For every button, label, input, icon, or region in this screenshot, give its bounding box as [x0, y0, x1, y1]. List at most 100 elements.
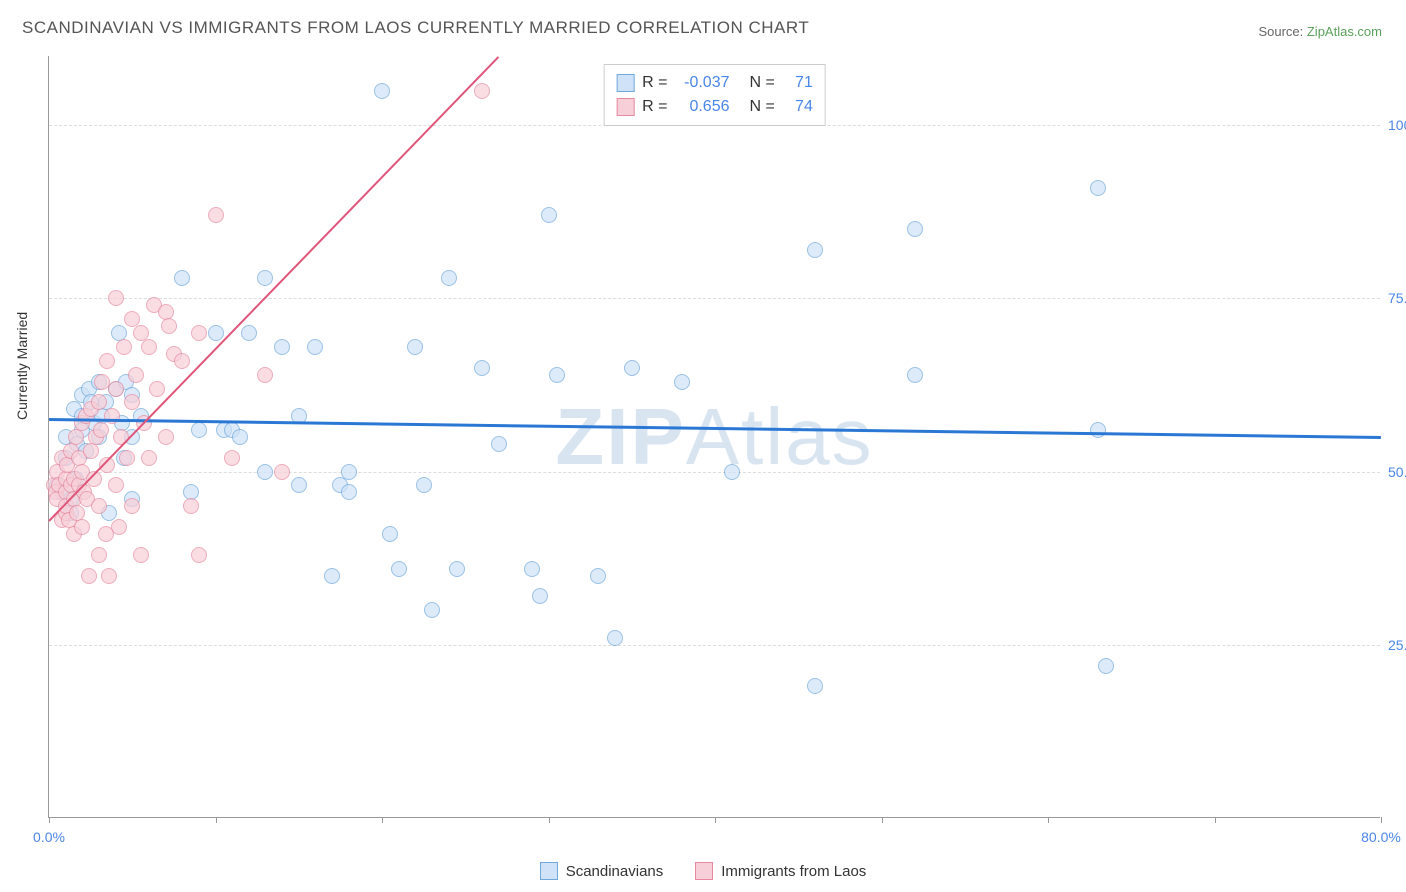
gridline: [49, 298, 1380, 299]
data-point-scandinavians: [1090, 422, 1106, 438]
data-point-scandinavians: [1090, 180, 1106, 196]
y-tick-label: 75.0%: [1388, 290, 1406, 306]
data-point-laos: [224, 450, 240, 466]
data-point-laos: [161, 318, 177, 334]
data-point-laos: [174, 353, 190, 369]
data-point-laos: [111, 519, 127, 535]
n-label: N =: [750, 95, 775, 119]
x-tick: [1215, 817, 1216, 823]
n-label: N =: [750, 71, 775, 95]
data-point-scandinavians: [674, 374, 690, 390]
data-point-scandinavians: [232, 429, 248, 445]
data-point-laos: [149, 381, 165, 397]
data-point-scandinavians: [541, 207, 557, 223]
stats-row-laos: R = 0.656 N = 74: [616, 95, 813, 119]
x-tick: [549, 817, 550, 823]
data-point-scandinavians: [807, 678, 823, 694]
data-point-laos: [108, 381, 124, 397]
data-point-laos: [91, 498, 107, 514]
data-point-laos: [91, 547, 107, 563]
bottom-legend: Scandinavians Immigrants from Laos: [0, 862, 1406, 880]
data-point-laos: [191, 325, 207, 341]
source-prefix: Source:: [1258, 24, 1306, 39]
source-link[interactable]: ZipAtlas.com: [1307, 24, 1382, 39]
x-tick: [382, 817, 383, 823]
data-point-scandinavians: [532, 588, 548, 604]
data-point-scandinavians: [374, 83, 390, 99]
y-tick-label: 50.0%: [1388, 464, 1406, 480]
data-point-scandinavians: [274, 339, 290, 355]
data-point-scandinavians: [474, 360, 490, 376]
data-point-laos: [208, 207, 224, 223]
r-label: R =: [642, 71, 667, 95]
data-point-scandinavians: [174, 270, 190, 286]
x-tick: [715, 817, 716, 823]
gridline: [49, 472, 1380, 473]
data-point-scandinavians: [241, 325, 257, 341]
data-point-laos: [257, 367, 273, 383]
data-point-scandinavians: [590, 568, 606, 584]
data-point-scandinavians: [307, 339, 323, 355]
x-tick: [216, 817, 217, 823]
data-point-scandinavians: [341, 484, 357, 500]
r-value-scandinavians: -0.037: [676, 71, 730, 95]
data-point-scandinavians: [291, 477, 307, 493]
plot-area: ZIPAtlas R = -0.037 N = 71 R = 0.656 N =…: [48, 56, 1380, 818]
data-point-laos: [104, 408, 120, 424]
data-point-scandinavians: [724, 464, 740, 480]
data-point-scandinavians: [441, 270, 457, 286]
data-point-laos: [119, 450, 135, 466]
data-point-laos: [93, 422, 109, 438]
swatch-laos: [695, 862, 713, 880]
source-attribution: Source: ZipAtlas.com: [1258, 24, 1382, 39]
data-point-scandinavians: [624, 360, 640, 376]
legend-item-laos: Immigrants from Laos: [695, 862, 866, 880]
data-point-laos: [274, 464, 290, 480]
data-point-laos: [99, 353, 115, 369]
data-point-laos: [116, 339, 132, 355]
data-point-laos: [124, 498, 140, 514]
x-tick-label: 80.0%: [1361, 829, 1401, 845]
data-point-scandinavians: [191, 422, 207, 438]
data-point-scandinavians: [907, 367, 923, 383]
data-point-scandinavians: [807, 242, 823, 258]
legend-label-scandinavians: Scandinavians: [566, 863, 664, 880]
data-point-laos: [133, 547, 149, 563]
stats-legend: R = -0.037 N = 71 R = 0.656 N = 74: [603, 64, 826, 126]
data-point-laos: [183, 498, 199, 514]
data-point-laos: [83, 443, 99, 459]
data-point-scandinavians: [257, 464, 273, 480]
data-point-scandinavians: [324, 568, 340, 584]
data-point-laos: [141, 450, 157, 466]
legend-label-laos: Immigrants from Laos: [721, 863, 866, 880]
x-tick: [1048, 817, 1049, 823]
data-point-scandinavians: [424, 602, 440, 618]
data-point-laos: [91, 394, 107, 410]
data-point-scandinavians: [491, 436, 507, 452]
chart-title: SCANDINAVIAN VS IMMIGRANTS FROM LAOS CUR…: [22, 18, 809, 38]
swatch-scandinavians: [616, 74, 634, 92]
data-point-scandinavians: [407, 339, 423, 355]
data-point-scandinavians: [416, 477, 432, 493]
data-point-scandinavians: [449, 561, 465, 577]
swatch-laos: [616, 98, 634, 116]
data-point-laos: [81, 568, 97, 584]
data-point-scandinavians: [907, 221, 923, 237]
watermark-bold: ZIP: [555, 392, 685, 481]
data-point-laos: [74, 519, 90, 535]
data-point-laos: [101, 568, 117, 584]
data-point-laos: [141, 339, 157, 355]
y-tick-label: 100.0%: [1388, 117, 1406, 133]
y-tick-label: 25.0%: [1388, 637, 1406, 653]
watermark-rest: Atlas: [686, 392, 874, 481]
x-tick-label: 0.0%: [33, 829, 65, 845]
data-point-scandinavians: [1098, 658, 1114, 674]
data-point-scandinavians: [391, 561, 407, 577]
data-point-scandinavians: [607, 630, 623, 646]
r-label: R =: [642, 95, 667, 119]
r-value-laos: 0.656: [676, 95, 730, 119]
data-point-scandinavians: [524, 561, 540, 577]
swatch-scandinavians: [540, 862, 558, 880]
x-tick: [882, 817, 883, 823]
data-point-scandinavians: [257, 270, 273, 286]
